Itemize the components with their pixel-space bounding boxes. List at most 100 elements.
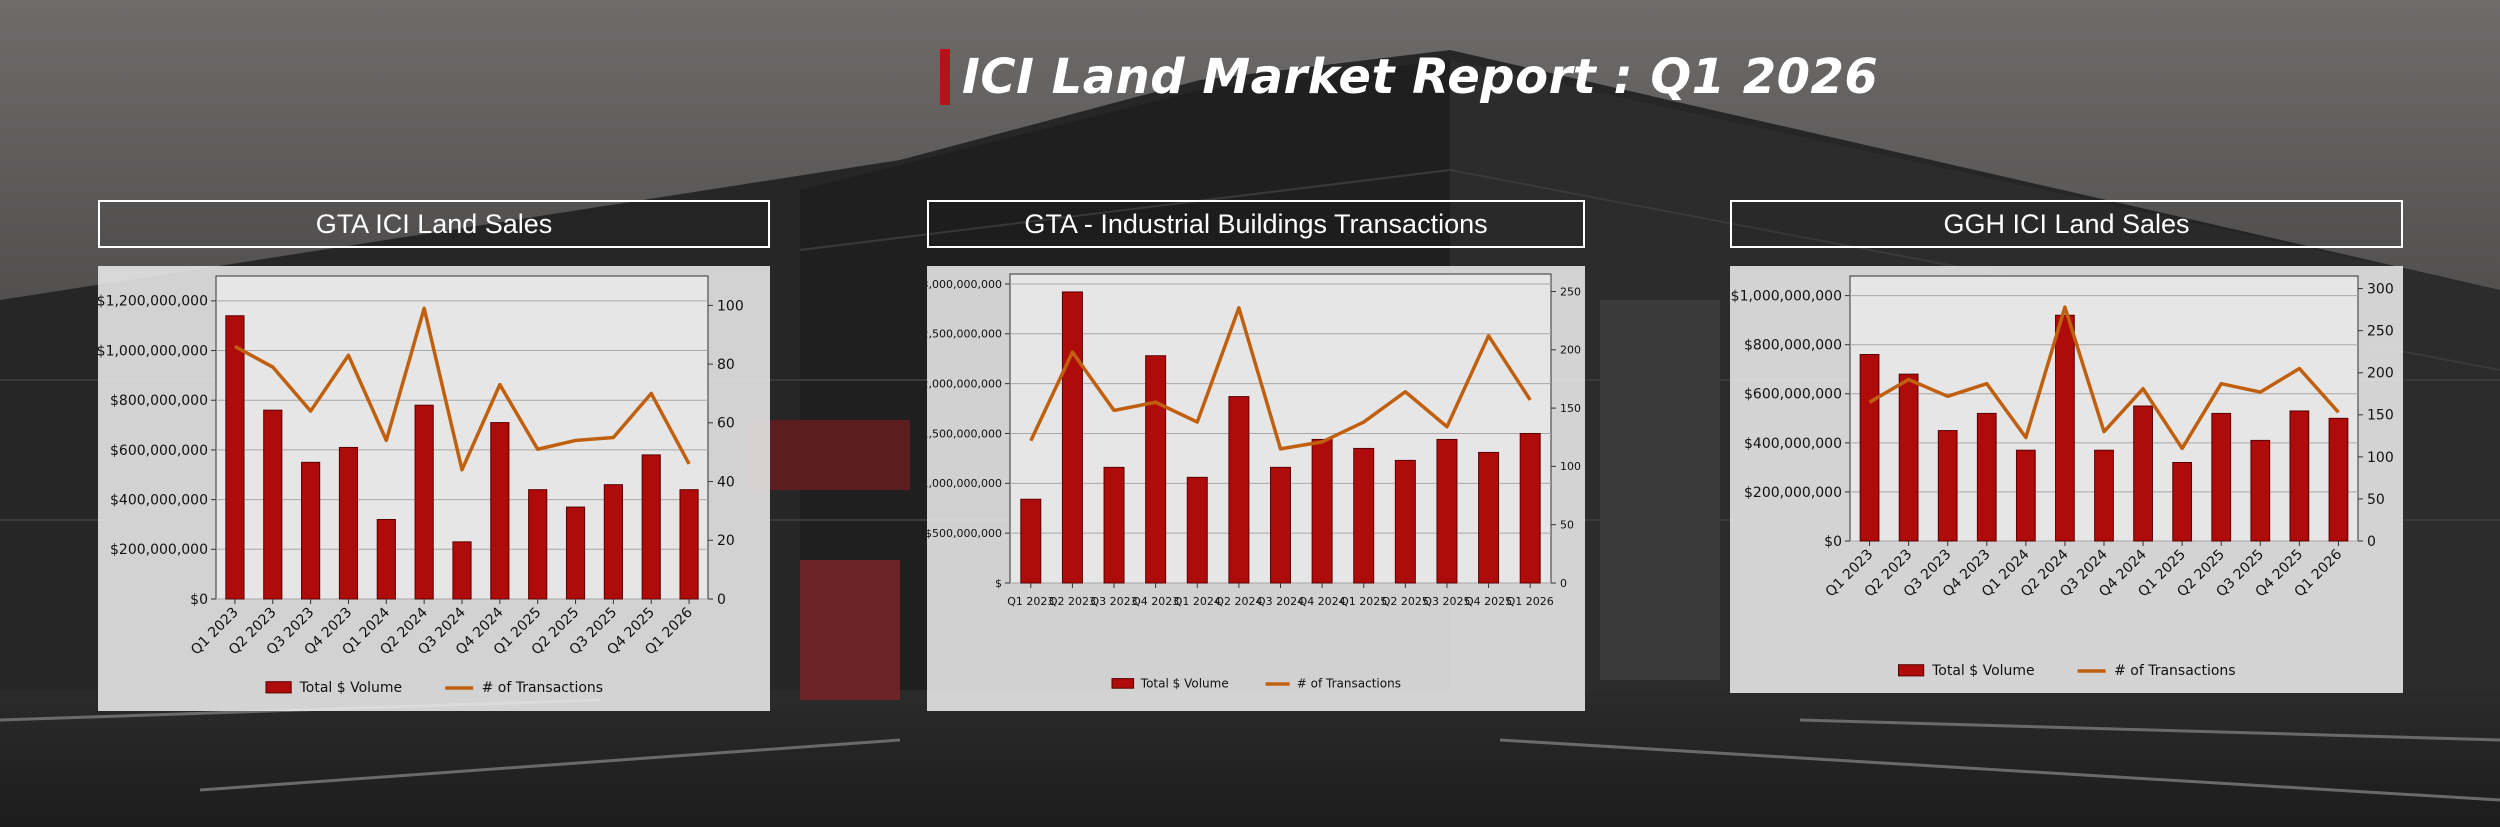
- y-left-tick-label: $1,000,000,000: [98, 343, 208, 359]
- y-left-tick-label: $1,500,000,000: [927, 427, 1002, 440]
- bar-total-volume: [1228, 396, 1250, 584]
- y-left-tick-label: $500,000,000: [927, 527, 1002, 540]
- chart-3-header: GGH ICI Land Sales: [1730, 200, 2403, 248]
- bar-total-volume: [1186, 476, 1208, 584]
- report-title-text: ICI Land Market Report : Q1 2026: [962, 49, 1879, 105]
- x-tick-label: Q3 2023: [1090, 595, 1137, 608]
- y-right-tick-label: 60: [717, 416, 735, 432]
- bar-total-volume: [1937, 430, 1958, 542]
- bar-total-volume: [1145, 355, 1167, 584]
- x-tick-label: Q2 2024: [1215, 595, 1262, 608]
- y-left-tick-label: $1,000,000,000: [927, 477, 1002, 490]
- y-left-tick-label: $200,000,000: [110, 542, 208, 558]
- line-transactions: [1868, 305, 2340, 451]
- x-tick-label: Q4 2023: [1132, 595, 1179, 608]
- y-left-tick-label: $3,000,000,000: [927, 278, 1002, 291]
- x-tick-label: Q4 2024: [1299, 595, 1346, 608]
- bar-total-volume: [1898, 373, 1919, 542]
- chart-1-title: GTA ICI Land Sales: [315, 208, 553, 239]
- bar-total-volume: [1311, 438, 1333, 584]
- chart-1-svg: $0 $200,000,000 $400,000,000 $600,000,000 $8…: [98, 275, 744, 696]
- x-tick-label: Q2 2023: [1049, 595, 1096, 608]
- y-left-tick-label: $800,000,000: [110, 393, 208, 409]
- bar-total-volume: [2133, 405, 2153, 542]
- chart-2-svg: $ $500,000,000 $1,000,000,000 $1,500,000,00…: [927, 273, 1581, 691]
- bar-total-volume: [2015, 449, 2036, 542]
- y-right-tick-label: 50: [2367, 492, 2385, 508]
- chart-2-panel: $ $500,000,000 $1,000,000,000 $1,500,000,00…: [927, 266, 1585, 711]
- y-right-tick-label: 200: [1560, 344, 1581, 357]
- y-right-tick-label: 300: [2367, 282, 2394, 298]
- bar-total-volume: [603, 484, 623, 600]
- legend-label-total-volume: Total $ Volume: [1140, 677, 1229, 691]
- y-left-tick-label: $800,000,000: [1744, 338, 1842, 354]
- y-right-tick-label: 50: [1560, 519, 1574, 532]
- bar-total-volume: [2094, 449, 2114, 542]
- y-right-tick-label: 0: [1560, 577, 1567, 590]
- chart-2-header: GTA - Industrial Buildings Transactions: [927, 200, 1585, 248]
- report-title: ICI Land Market Report : Q1 2026: [940, 42, 1878, 112]
- line-transactions: [234, 306, 691, 472]
- bar-total-volume: [1976, 412, 1997, 542]
- bar-total-volume: [2250, 439, 2271, 542]
- legend-label-transactions: # of Transactions: [482, 680, 604, 696]
- legend-swatch-bar: [1111, 678, 1135, 689]
- x-tick-label: Q1 2024: [1174, 595, 1221, 608]
- legend-label-total-volume: Total $ Volume: [1931, 663, 2035, 679]
- bar-total-volume: [2055, 314, 2075, 542]
- y-left-tick-label: $: [995, 577, 1002, 590]
- y-left-tick-label: $0: [190, 592, 208, 608]
- bar-total-volume: [2328, 417, 2349, 542]
- y-right-tick-label: 100: [2367, 450, 2394, 466]
- x-tick-label: Q1 2023: [1007, 595, 1054, 608]
- bar-total-volume: [490, 422, 510, 600]
- x-tick-label: Q3 2024: [1257, 595, 1304, 608]
- y-left-tick-label: $1,200,000,000: [98, 294, 208, 310]
- bar-total-volume: [1353, 447, 1375, 584]
- bar-total-volume: [679, 489, 699, 600]
- bar-total-volume: [1020, 498, 1042, 584]
- y-left-tick-label: $400,000,000: [110, 493, 208, 509]
- bar-total-volume: [452, 541, 472, 600]
- y-right-tick-label: 150: [1560, 402, 1581, 415]
- y-right-tick-label: 100: [717, 298, 744, 314]
- bar-total-volume: [1478, 451, 1500, 584]
- legend-label-transactions: # of Transactions: [2114, 663, 2236, 679]
- chart-3-svg: $0 $200,000,000 $400,000,000 $600,000,000 $8…: [1731, 275, 2394, 679]
- legend-label-total-volume: Total $ Volume: [299, 680, 403, 696]
- y-right-tick-label: 80: [717, 357, 735, 373]
- bar-total-volume: [1394, 459, 1416, 584]
- line-transactions: [1029, 306, 1532, 451]
- bar-total-volume: [376, 518, 396, 600]
- chart-1-panel: $0 $200,000,000 $400,000,000 $600,000,000 $8…: [98, 266, 770, 711]
- bar-total-volume: [641, 454, 661, 600]
- bar-total-volume: [414, 404, 434, 600]
- x-tick-label: Q4 2025: [1465, 595, 1512, 608]
- chart-2-title: GTA - Industrial Buildings Transactions: [1024, 208, 1488, 239]
- x-tick-label: Q1 2025: [1340, 595, 1387, 608]
- bar-total-volume: [2289, 410, 2310, 542]
- legend-label-transactions: # of Transactions: [1297, 677, 1401, 691]
- y-right-tick-label: 0: [2367, 534, 2376, 550]
- y-right-tick-label: 200: [2367, 366, 2394, 382]
- x-tick-label: Q3 2025: [1423, 595, 1470, 608]
- title-accent-bar: [940, 49, 950, 105]
- chart-1-header: GTA ICI Land Sales: [98, 200, 770, 248]
- y-right-tick-label: 150: [2367, 408, 2394, 424]
- x-tick-label: Q1 2026: [1507, 595, 1554, 608]
- bar-total-volume: [338, 446, 359, 600]
- legend-swatch-bar: [265, 681, 292, 694]
- bar-total-volume: [1436, 438, 1458, 584]
- legend-swatch-bar: [1898, 664, 1925, 677]
- y-right-tick-label: 100: [1560, 460, 1581, 473]
- chart-3-panel: $0 $200,000,000 $400,000,000 $600,000,000 $8…: [1730, 266, 2403, 693]
- bar-total-volume: [1859, 354, 1880, 542]
- y-left-tick-label: $600,000,000: [110, 443, 208, 459]
- bar-total-volume: [2172, 461, 2193, 542]
- y-right-tick-label: 250: [1560, 285, 1581, 298]
- x-tick-label: Q2 2025: [1382, 595, 1429, 608]
- y-left-tick-label: $400,000,000: [1744, 436, 1842, 452]
- y-left-tick-label: $2,500,000,000: [927, 328, 1002, 341]
- bar-total-volume: [1061, 291, 1083, 584]
- bar-total-volume: [2211, 412, 2232, 542]
